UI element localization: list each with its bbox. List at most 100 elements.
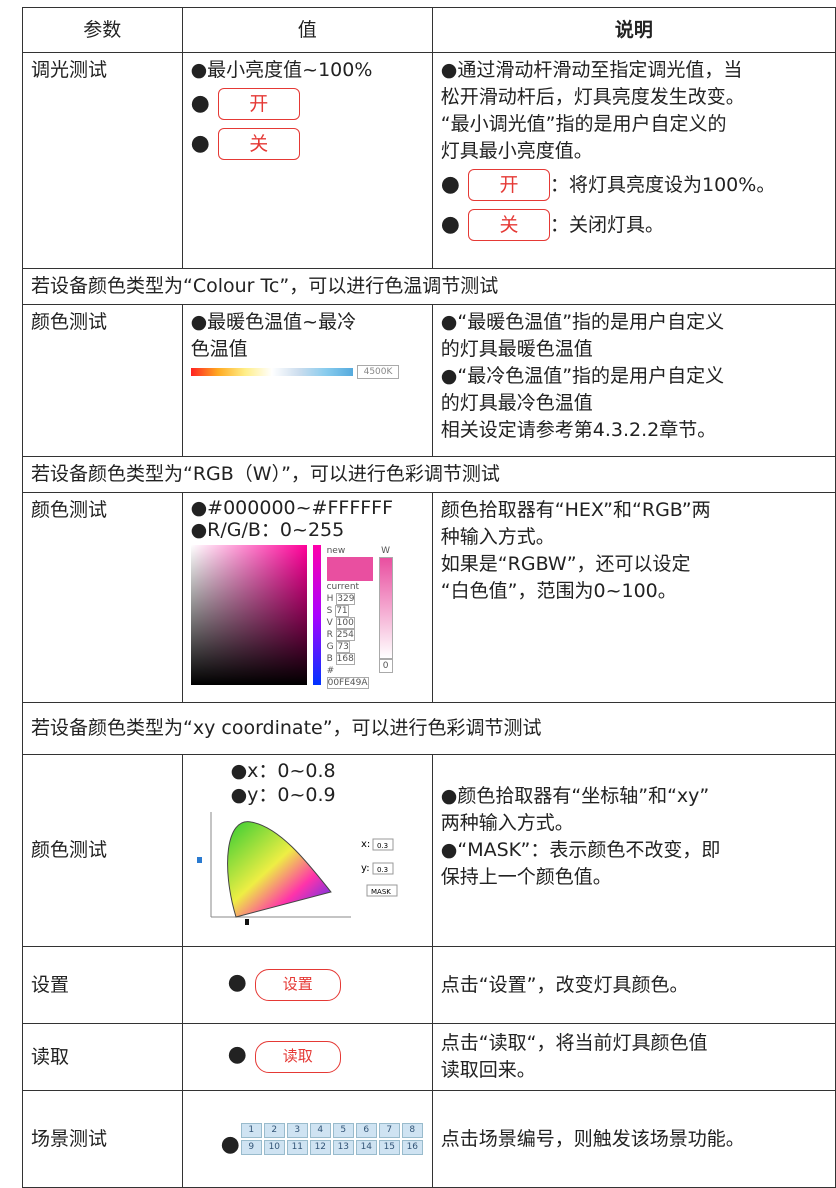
field-input[interactable]: 100 <box>335 617 355 629</box>
scene-button[interactable]: 8 <box>401 1123 423 1138</box>
x-input[interactable]: 0.3 <box>377 842 388 850</box>
value: ●最小亮度值~100% <box>190 59 373 81</box>
scene-button[interactable]: 9 <box>240 1140 262 1155</box>
scene-button[interactable]: 2 <box>263 1123 285 1138</box>
desc-line: 的灯具最冷色温值 <box>440 392 593 414</box>
y-label: y: <box>361 863 370 874</box>
desc-line: ●颜色拾取器有“坐标轴”和“xy” <box>440 785 710 807</box>
scene-button[interactable]: 13 <box>332 1140 354 1155</box>
sv-square[interactable] <box>190 545 307 685</box>
desc-line: 种输入方式。 <box>440 526 555 548</box>
scene-button[interactable]: 6 <box>355 1123 377 1138</box>
desc-cell: 点击“读取“，将当前灯具颜色值 读取回来。 <box>431 1023 836 1091</box>
desc-line: 点击“读取“，将当前灯具颜色值 <box>440 1032 708 1054</box>
mask-button[interactable]: MASK <box>371 888 391 896</box>
current-label: current <box>326 582 360 592</box>
desc-line: 读取回来。 <box>440 1059 536 1081</box>
field-input[interactable]: 254 <box>335 629 355 641</box>
field-label: B <box>326 654 333 664</box>
x-label: x: <box>361 839 370 850</box>
value: 色温值 <box>190 338 248 360</box>
off-button[interactable]: 关 <box>217 128 300 160</box>
field-label: G <box>326 642 334 652</box>
scene-button[interactable]: 12 <box>309 1140 331 1155</box>
value-cell: ●x：0~0.8 ●y：0~0.9 x: 0.3 y: 0.3 MASK <box>181 754 433 947</box>
desc-cell: ●通过滑动杆滑动至指定调光值，当 松开滑动杆后，灯具亮度发生改变。 “最小调光值”指… <box>431 52 836 269</box>
value-cell: ● 读取 <box>181 1023 433 1091</box>
scene-button[interactable]: 11 <box>286 1140 308 1155</box>
desc-line: “白色值”，范围为0~100。 <box>440 580 677 602</box>
note: 若设备颜色类型为“xy coordinate”，可以进行色彩调节测试 <box>22 702 836 755</box>
field-label: H <box>326 594 334 604</box>
w-input[interactable]: 0 <box>378 659 393 673</box>
cie-diagram[interactable]: x: 0.3 y: 0.3 MASK <box>191 807 411 927</box>
scene-button[interactable]: 5 <box>332 1123 354 1138</box>
field-input[interactable]: 71 <box>335 605 349 617</box>
field-input[interactable]: 168 <box>335 653 355 665</box>
param: 场景测试 <box>22 1090 183 1188</box>
value-cell: ● 1 2 3 4 5 6 7 89 10 11 12 13 14 15 16 <box>181 1090 433 1188</box>
desc-line: ●“最冷色温值”指的是用户自定义 <box>440 365 725 387</box>
off-button[interactable]: 关 <box>468 209 550 241</box>
desc-cell: ●颜色拾取器有“坐标轴”和“xy” 两种输入方式。 ●“MASK”：表示颜色不改变，… <box>431 754 836 947</box>
value: ●y：0~0.9 <box>230 784 336 806</box>
desc-line: ●“最暖色温值”指的是用户自定义 <box>440 311 725 333</box>
bullet: ● <box>190 131 210 156</box>
desc-line: 的灯具最暖色温值 <box>440 338 593 360</box>
header-desc: 说明 <box>431 7 836 53</box>
cct-slider[interactable] <box>190 367 353 376</box>
w-bar[interactable] <box>378 557 393 659</box>
scene-button[interactable]: 14 <box>355 1140 377 1155</box>
scene-button[interactable]: 16 <box>401 1140 423 1155</box>
on-button[interactable]: 开 <box>217 88 300 120</box>
desc-line: 灯具最小亮度值。 <box>440 140 593 162</box>
bullet: ● <box>440 172 460 197</box>
hue-bar[interactable] <box>312 545 321 685</box>
field-label: S <box>326 606 333 616</box>
read-button[interactable]: 读取 <box>254 1041 341 1073</box>
bullet: ● <box>440 212 460 237</box>
param: 颜色测试 <box>22 492 183 703</box>
field-row: B 168 <box>327 653 373 665</box>
field-row: H 329 <box>327 593 373 605</box>
color-picker[interactable]: new current H 329 S 71 V 100 R 254 G 73 B 168… <box>190 545 424 689</box>
field-row: G 73 <box>327 641 373 653</box>
value: ●最暖色温值~最冷 <box>190 311 357 333</box>
scene-button[interactable]: 4 <box>309 1123 331 1138</box>
scene-button[interactable]: 1 <box>240 1123 262 1138</box>
new-label: new <box>326 546 346 556</box>
scene-button[interactable]: 7 <box>378 1123 400 1138</box>
desc: ：关闭灯具。 <box>550 214 665 236</box>
bullet: ● <box>190 91 210 116</box>
swatch <box>326 557 373 569</box>
param: 设置 <box>22 946 183 1024</box>
field-row: R 254 <box>327 629 373 641</box>
value-cell: ●最暖色温值~最冷 色温值 4500K <box>181 304 433 457</box>
scene-button[interactable]: 3 <box>286 1123 308 1138</box>
scene-button[interactable]: 15 <box>378 1140 400 1155</box>
hex-label: # <box>326 666 335 676</box>
field-label: V <box>326 618 333 628</box>
desc-cell: 颜色拾取器有“HEX”和“RGB”两 种输入方式。 如果是“RGBW”，还可以设定 “… <box>431 492 836 703</box>
value: ●x：0~0.8 <box>230 760 336 782</box>
on-button[interactable]: 开 <box>468 169 550 201</box>
desc: 点击“设置”，改变灯具颜色。 <box>431 946 836 1024</box>
value-cell: ●最小亮度值~100% ● 开 ● 关 <box>181 52 433 269</box>
desc-cell: ●“最暖色温值”指的是用户自定义 的灯具最暖色温值 ●“最冷色温值”指的是用户自定义… <box>431 304 836 457</box>
field-input[interactable]: 329 <box>336 593 356 605</box>
value-cell: ●#000000~#FFFFFF ●R/G/B：0~255 new current… <box>181 492 433 703</box>
desc-line: 两种输入方式。 <box>440 812 574 834</box>
set-button[interactable]: 设置 <box>254 969 341 1001</box>
cct-input[interactable]: 4500K <box>356 364 400 379</box>
scene-button[interactable]: 10 <box>263 1140 285 1155</box>
desc-line: ●“MASK”：表示颜色不改变，即 <box>440 839 721 861</box>
field-row: S 71 <box>327 605 373 617</box>
param: 读取 <box>22 1023 183 1091</box>
desc-line: 相关设定请参考第4.3.2.2章节。 <box>440 419 717 441</box>
hex-input[interactable]: 00FE49A <box>326 677 369 689</box>
field-row: V 100 <box>327 617 373 629</box>
desc-line: ●通过滑动杆滑动至指定调光值，当 <box>440 59 743 81</box>
desc-line: 松开滑动杆后，灯具亮度发生改变。 <box>440 86 745 108</box>
y-input[interactable]: 0.3 <box>377 866 388 874</box>
field-input[interactable]: 73 <box>336 641 350 653</box>
